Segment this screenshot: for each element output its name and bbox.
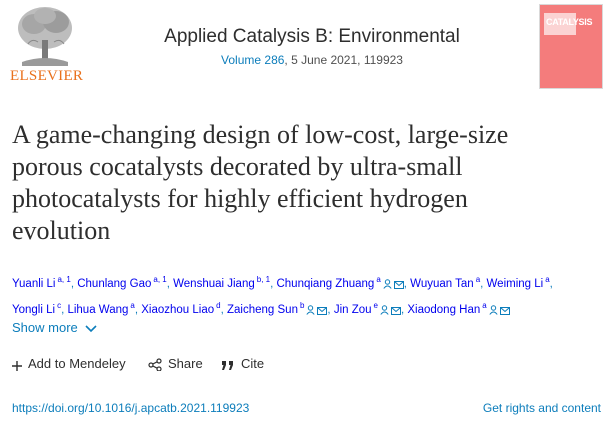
author-name: Lihua Wang <box>67 304 129 316</box>
author-link[interactable]: Zaicheng Sun b <box>227 301 328 316</box>
author-separator: , <box>166 278 174 290</box>
add-to-mendeley-label: Add to Mendeley <box>28 356 126 371</box>
author-link[interactable]: Chunqiang Zhuang a <box>276 275 404 290</box>
author-affiliation-sup: a, 1 <box>57 275 71 284</box>
author-affiliation-sup: a, 1 <box>153 275 167 284</box>
author-affiliation-sup: a <box>376 275 381 284</box>
cover-journal-name: CATALYSIS <box>546 17 593 27</box>
person-icon <box>380 305 389 315</box>
issue-details: , 5 June 2021, 119923 <box>284 53 403 67</box>
email-icon <box>390 307 401 315</box>
person-icon <box>306 305 316 315</box>
cite-label: Cite <box>241 356 265 371</box>
author-separator: , <box>270 278 277 290</box>
share-label: Share <box>168 356 203 371</box>
author-link[interactable]: Wenshuai Jiang b, 1 <box>173 275 271 290</box>
author-name: Chunlang Gao <box>77 278 152 290</box>
author-separator: , <box>403 278 411 290</box>
show-more-button[interactable]: Show more <box>12 320 97 335</box>
volume-link[interactable]: Volume 286 <box>221 53 285 67</box>
author-link[interactable]: Xiaodong Han a <box>407 301 510 316</box>
rights-link[interactable]: Get rights and content <box>482 401 601 415</box>
elsevier-logo[interactable]: ELSEVIER <box>8 4 84 88</box>
author-name: Weiming Li <box>486 278 544 290</box>
author-affiliation-sup: a <box>130 301 135 310</box>
author-separator: , <box>549 278 553 290</box>
author-separator: , <box>70 278 78 290</box>
author-affiliation-sup: b, 1 <box>256 275 271 284</box>
author-name: Chunqiang Zhuang <box>276 278 375 290</box>
author-list: Yuanli Li a, 1, Chunlang Gao a, 1, Wenshua… <box>12 269 602 321</box>
show-more-label: Show more <box>12 320 78 335</box>
journal-title-text[interactable]: Applied Catalysis B: Environmental <box>164 26 460 47</box>
author-separator: , <box>134 304 142 316</box>
author-separator: , <box>61 304 68 316</box>
author-link[interactable]: Lihua Wang a <box>67 301 135 316</box>
author-separator: , <box>220 304 227 316</box>
author-name: Yuanli Li <box>12 278 56 290</box>
author-link[interactable]: Yuanli Li a, 1 <box>12 275 71 290</box>
author-link[interactable]: Chunlang Gao a, 1 <box>77 275 167 290</box>
email-icon <box>393 281 404 289</box>
chevron-down-icon <box>85 325 97 333</box>
author-affiliation-sup: a <box>482 301 487 310</box>
author-affiliation-sup: c <box>57 301 62 310</box>
author-affiliation-sup: a <box>545 275 550 284</box>
author-link[interactable]: Jin Zou e <box>333 301 401 316</box>
author-affiliation-sup: a <box>475 275 481 284</box>
article-title: A game-changing design of low-cost, larg… <box>12 120 509 245</box>
author-name: Yongli Li <box>12 304 56 316</box>
author-link[interactable]: Xiaozhou Liao d <box>141 301 221 316</box>
cover-band <box>544 13 576 35</box>
quote-icon <box>222 361 233 370</box>
author-separator: , <box>480 278 487 290</box>
person-icon <box>383 279 392 289</box>
add-to-mendeley-button[interactable]: Add to Mendeley <box>12 356 126 371</box>
cite-button[interactable]: Cite <box>221 356 264 371</box>
doi-link[interactable]: https://doi.org/10.1016/j.apcatb.2021.11… <box>12 401 250 415</box>
author-affiliation-sup: b <box>299 301 305 310</box>
plus-icon <box>12 361 22 371</box>
author-name: Xiaodong Han <box>407 304 481 316</box>
elsevier-wordmark: ELSEVIER <box>10 68 84 84</box>
journal-cover-image[interactable]: CATALYSIS <box>539 4 603 89</box>
issue-line: Volume 286, 5 June 2021, 119923 <box>100 53 524 67</box>
author-link[interactable]: Weiming Li a <box>486 275 550 290</box>
journal-title[interactable]: Applied Catalysis B: Environmental <box>100 26 524 48</box>
share-button[interactable]: Share <box>148 356 203 372</box>
author-link[interactable]: Yongli Li c <box>12 301 62 316</box>
elsevier-tree-icon <box>18 7 72 66</box>
author-link[interactable]: Wuyuan Tan a <box>410 275 481 290</box>
author-name: Wuyuan Tan <box>410 278 474 290</box>
author-name: Jin Zou <box>333 304 372 316</box>
author-affiliation-sup: e <box>373 301 378 310</box>
share-icon <box>148 358 162 372</box>
author-name: Zaicheng Sun <box>227 304 298 316</box>
person-icon <box>489 305 498 315</box>
author-affiliation-sup: d <box>216 301 221 310</box>
author-name: Xiaozhou Liao <box>141 304 215 316</box>
email-icon <box>499 307 510 315</box>
author-separator: , <box>400 304 408 316</box>
email-icon <box>317 307 328 315</box>
author-separator: , <box>327 304 334 316</box>
author-name: Wenshuai Jiang <box>173 278 255 290</box>
